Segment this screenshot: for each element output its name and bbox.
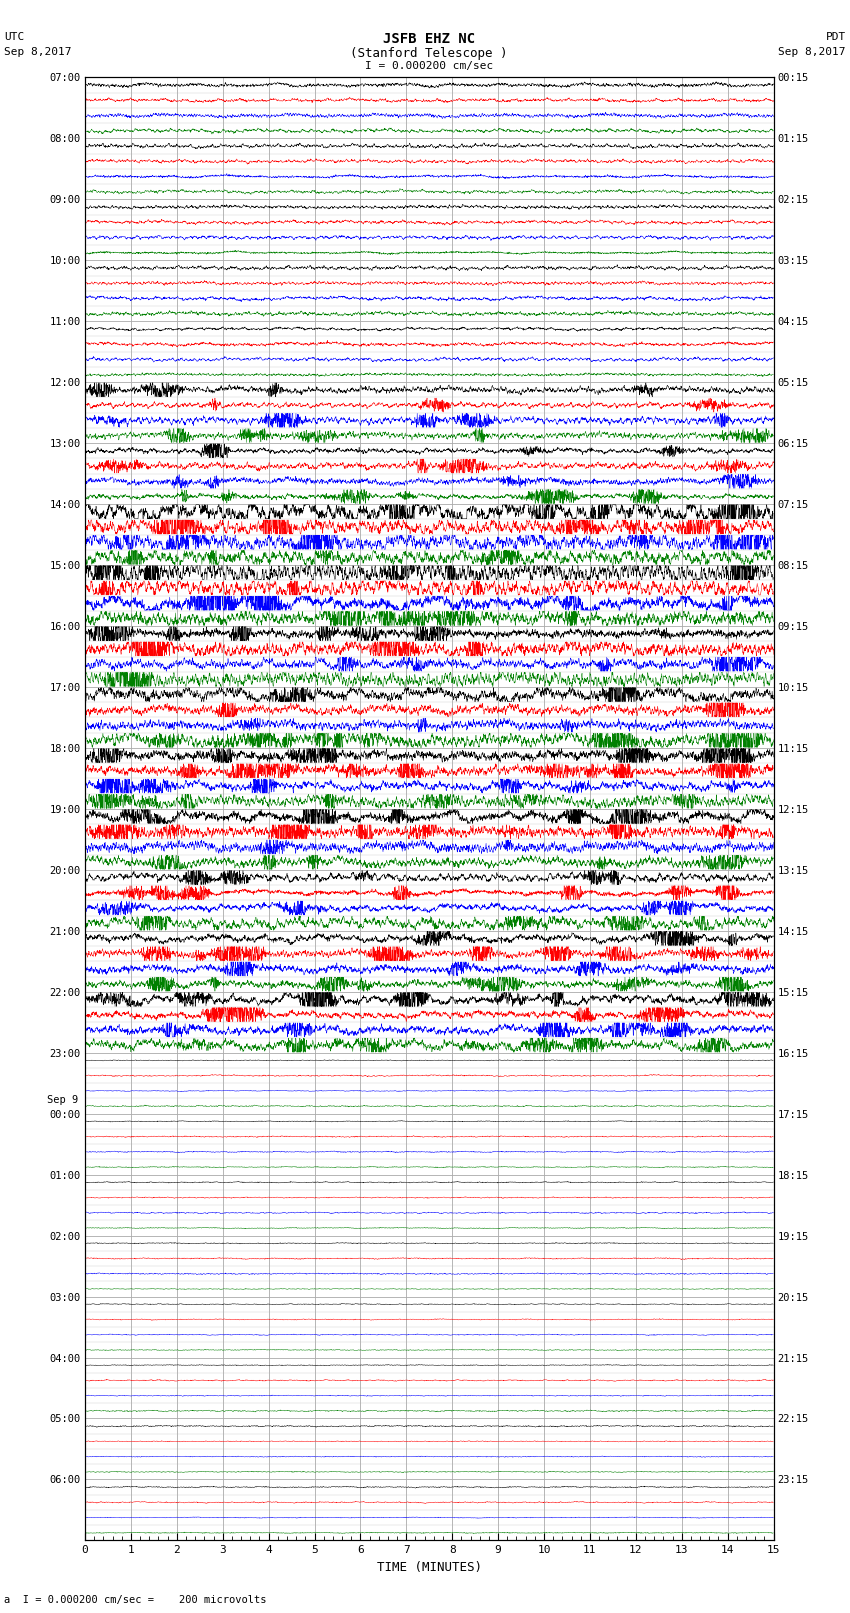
Text: I = 0.000200 cm/sec: I = 0.000200 cm/sec bbox=[366, 61, 493, 71]
Text: a  I = 0.000200 cm/sec =    200 microvolts: a I = 0.000200 cm/sec = 200 microvolts bbox=[4, 1595, 267, 1605]
Text: (Stanford Telescope ): (Stanford Telescope ) bbox=[350, 47, 508, 60]
Text: JSFB EHZ NC: JSFB EHZ NC bbox=[383, 32, 475, 47]
X-axis label: TIME (MINUTES): TIME (MINUTES) bbox=[377, 1561, 482, 1574]
Text: UTC: UTC bbox=[4, 32, 25, 42]
Text: PDT: PDT bbox=[825, 32, 846, 42]
Text: Sep 9: Sep 9 bbox=[47, 1095, 78, 1105]
Text: Sep 8,2017: Sep 8,2017 bbox=[779, 47, 846, 56]
Text: Sep 8,2017: Sep 8,2017 bbox=[4, 47, 71, 56]
